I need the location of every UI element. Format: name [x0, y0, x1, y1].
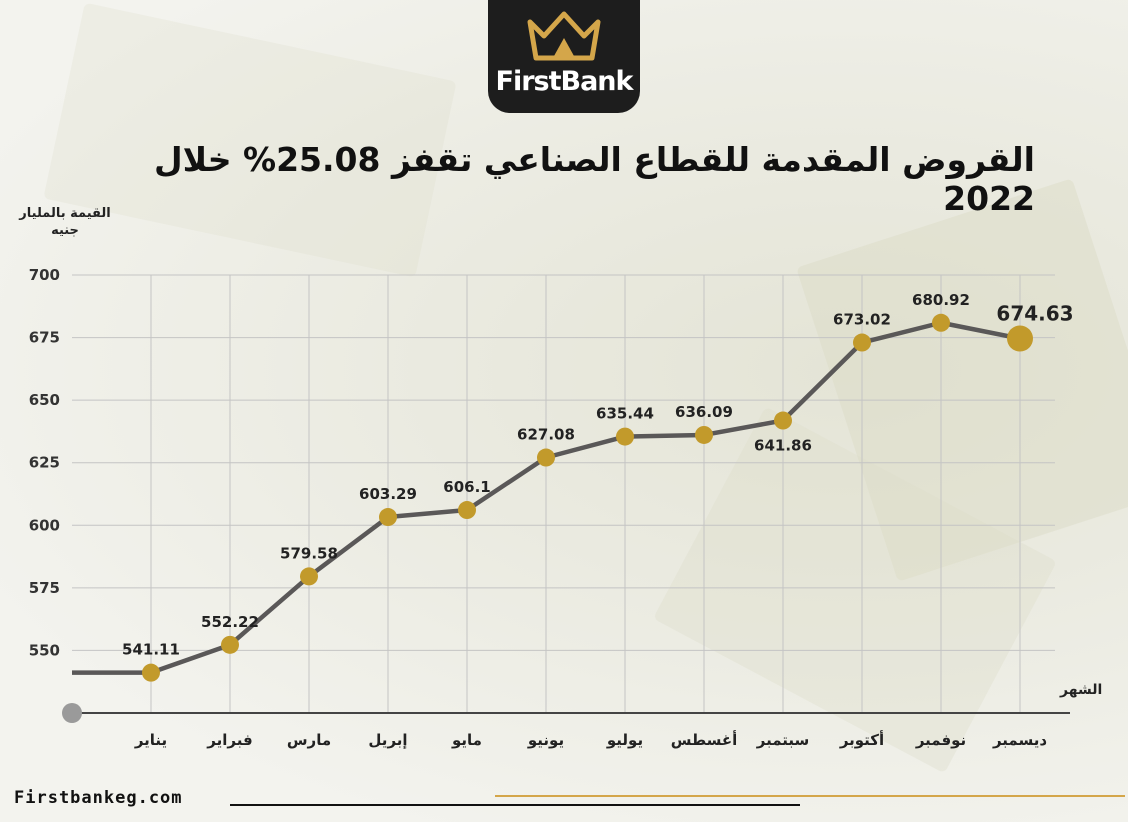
brand-name: FirstBank [495, 66, 634, 97]
y-tick-label: 650 [29, 391, 60, 409]
data-label: 603.29 [359, 485, 417, 503]
firstbank-logo: FirstBank [488, 0, 640, 113]
x-tick-label: أغسطس [671, 730, 737, 749]
y-tick-label: 625 [29, 454, 60, 472]
y-axis-label: القيمة بالمليار جنيه [19, 206, 111, 238]
x-tick-label: فبراير [206, 731, 252, 749]
x-tick-label: يناير [134, 731, 167, 749]
data-point [537, 448, 555, 467]
x-tick-label: سبتمبر [756, 731, 810, 749]
y-tick-label: 700 [29, 266, 60, 284]
data-label: 636.09 [675, 403, 733, 421]
x-tick-label: يوليو [606, 731, 643, 749]
chart-title: القروض المقدمة للقطاع الصناعي تقفز 25.08… [154, 140, 1035, 218]
y-tick-label: 600 [29, 516, 60, 534]
data-point [221, 635, 239, 654]
data-point [300, 567, 318, 586]
data-label: 606.1 [443, 478, 490, 496]
crown-icon [527, 11, 601, 61]
data-point [142, 663, 160, 682]
x-tick-label: مارس [287, 731, 331, 749]
x-tick-label: أكتوبر [839, 730, 884, 749]
data-label: 673.02 [833, 311, 891, 329]
data-label: 627.08 [517, 426, 575, 444]
data-label: 680.92 [912, 291, 970, 309]
y-tick-label: 675 [29, 329, 60, 347]
footer-divider [230, 804, 800, 806]
x-tick-label: نوفمبر [915, 731, 966, 749]
footer-accent-line [495, 795, 1125, 797]
data-label: 552.22 [201, 613, 259, 631]
data-label: 541.11 [122, 641, 180, 659]
axis-origin-dot [62, 703, 82, 723]
data-point [458, 501, 476, 520]
data-point [695, 425, 713, 444]
y-tick-label: 575 [29, 579, 60, 597]
data-point [379, 508, 397, 527]
data-point [1007, 325, 1033, 352]
data-point [774, 411, 792, 430]
data-label: 641.86 [754, 437, 812, 455]
x-tick-label: مايو [451, 731, 482, 749]
data-point [853, 333, 871, 352]
data-point [932, 313, 950, 332]
y-tick-label: 550 [29, 641, 60, 659]
x-tick-label: يونيو [527, 731, 564, 749]
x-tick-label: إبريل [368, 731, 407, 749]
data-label: 635.44 [596, 405, 654, 423]
x-tick-label: ديسمبر [992, 731, 1047, 749]
data-label: 579.58 [280, 544, 338, 562]
data-point [616, 427, 634, 446]
x-axis-label: الشهر [1060, 682, 1103, 698]
website-url[interactable]: Firstbankeg.com [14, 788, 183, 808]
data-label: 674.63 [996, 301, 1073, 325]
